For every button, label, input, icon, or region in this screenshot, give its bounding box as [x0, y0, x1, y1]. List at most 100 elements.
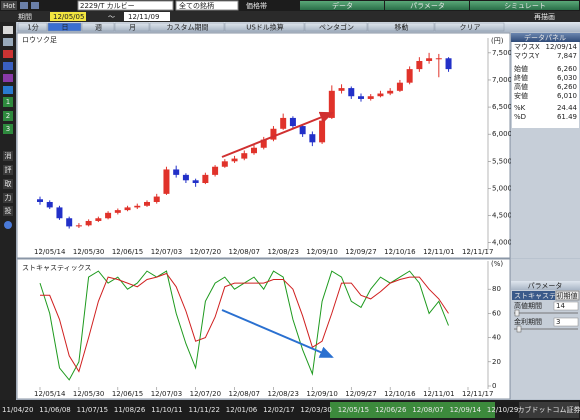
sidebar-button[interactable] — [3, 151, 13, 161]
candle-body — [37, 199, 43, 202]
toolbar — [0, 0, 580, 11]
param-panel-header — [511, 281, 580, 290]
x-tick-label: 12/05/14 — [34, 390, 66, 398]
candle-body — [445, 58, 452, 70]
chart-tab[interactable] — [224, 22, 305, 32]
timeline-labels: 11/04/20 11/06/08 11/07/15 11/08/26 11/10/11… — [2, 406, 518, 414]
y-tick-label: 7,500 — [492, 49, 512, 57]
candle-body — [416, 60, 423, 70]
candle-body — [153, 196, 160, 202]
end-date-box[interactable] — [124, 12, 170, 21]
sidebar-label: 評 — [5, 165, 12, 174]
x-tick-label: 12/05/14 — [34, 248, 66, 256]
chart-tab[interactable] — [17, 22, 48, 32]
data-value: 12/09/14 — [546, 43, 578, 51]
candle-body — [396, 82, 403, 91]
reset-button[interactable] — [555, 290, 580, 301]
candle-body — [260, 139, 267, 148]
y-tick-label: 6,500 — [492, 103, 512, 111]
candle-body — [406, 69, 413, 83]
y-tick-label: 5,000 — [492, 184, 512, 192]
sidebar-button[interactable] — [3, 206, 13, 216]
series-line — [40, 272, 449, 373]
chart-tab[interactable] — [434, 22, 505, 32]
x-tick-label: 12/09/10 — [306, 248, 337, 256]
sidebar-button[interactable] — [3, 97, 13, 107]
market: 全ての銘柄 — [179, 1, 214, 10]
tool-icon[interactable] — [3, 62, 13, 70]
tool-icon[interactable] — [3, 50, 13, 58]
redraw-button[interactable]: 再描画 — [534, 12, 555, 21]
tool-icon[interactable] — [3, 38, 13, 46]
symbol-box[interactable] — [77, 0, 174, 11]
start-date-box[interactable] — [50, 12, 86, 21]
sidebar-button[interactable] — [3, 111, 13, 121]
brand: カブドットコム証券 — [518, 405, 580, 414]
series-value: 24.44 — [557, 104, 578, 112]
sidebar-button[interactable] — [3, 179, 13, 189]
indicator-tab[interactable] — [512, 291, 555, 300]
candle-body — [251, 147, 257, 154]
sidebar-button[interactable] — [3, 124, 13, 134]
slider-thumb[interactable] — [514, 309, 520, 317]
param-input[interactable] — [553, 317, 579, 327]
sidebar-button[interactable] — [3, 165, 13, 175]
x-tick-label: 12/11/01 — [423, 248, 454, 256]
candle-body — [212, 166, 219, 175]
y-tick-label: 40 — [492, 334, 501, 342]
chart-tab[interactable] — [114, 22, 150, 32]
timeline-label: 11/04/20 — [2, 406, 33, 414]
x-tick-label: 12/05/30 — [73, 248, 104, 256]
x-tick-label: 12/07/03 — [151, 248, 182, 256]
timeline-selection[interactable] — [330, 402, 495, 418]
hot-button[interactable] — [1, 1, 17, 10]
panel-tab[interactable] — [470, 1, 579, 10]
param-value: 14 — [556, 302, 565, 310]
candle-body — [367, 96, 374, 99]
chart-tab[interactable] — [304, 22, 368, 32]
charts: ロウソク足 (円) 4,000 4,500 5,000 5,500 6,000 6,500 7,… — [22, 36, 512, 398]
param-input[interactable] — [553, 301, 579, 311]
sidebar-label: 消 — [5, 151, 12, 160]
brand-box — [519, 402, 579, 418]
sidebar-button[interactable] — [3, 193, 13, 203]
data-label: 高値 — [514, 82, 528, 91]
period-label: 期間 — [18, 13, 32, 21]
panel-tab[interactable] — [385, 1, 469, 10]
y-unit: (円) — [491, 37, 504, 45]
market-select[interactable] — [175, 0, 239, 11]
slider-thumb[interactable] — [516, 325, 522, 333]
candle-body — [231, 158, 238, 162]
data-panel-body — [512, 42, 579, 128]
param-label: 高値期間 — [514, 301, 542, 310]
start-date: 12/05/05 — [53, 13, 84, 21]
chart-tab[interactable] — [81, 22, 115, 32]
panel-tab[interactable] — [300, 1, 384, 10]
candle-body — [134, 205, 141, 208]
price-band[interactable]: 価格帯 — [246, 1, 267, 10]
y-tick-label: 7,000 — [492, 76, 512, 84]
tool-icon[interactable] — [3, 26, 13, 34]
y-unit: (%) — [491, 260, 503, 268]
x-tick-label: 12/08/23 — [267, 248, 298, 256]
chart-tab[interactable] — [367, 22, 435, 32]
icon[interactable] — [31, 2, 39, 9]
candle-body — [124, 207, 131, 211]
chart-tab[interactable] — [149, 22, 225, 32]
y-tick-label: 60 — [492, 309, 501, 317]
candle-body — [348, 88, 355, 97]
data-label: 終値 — [514, 73, 528, 82]
chart-tab[interactable] — [47, 22, 82, 32]
x-tick-label: 12/11/17 — [462, 248, 493, 256]
tool-icon[interactable] — [3, 74, 13, 82]
candle-body — [299, 126, 306, 135]
tool-icon[interactable] — [3, 86, 13, 94]
chart-tab-label: ペンタゴン — [319, 23, 354, 32]
y-tick-label: 80 — [492, 285, 501, 293]
param-panel-title: パラメータ — [528, 281, 563, 290]
icon[interactable] — [20, 2, 28, 9]
settings-icon[interactable] — [4, 221, 12, 229]
panel-tab-label: パラメータ — [410, 1, 445, 10]
